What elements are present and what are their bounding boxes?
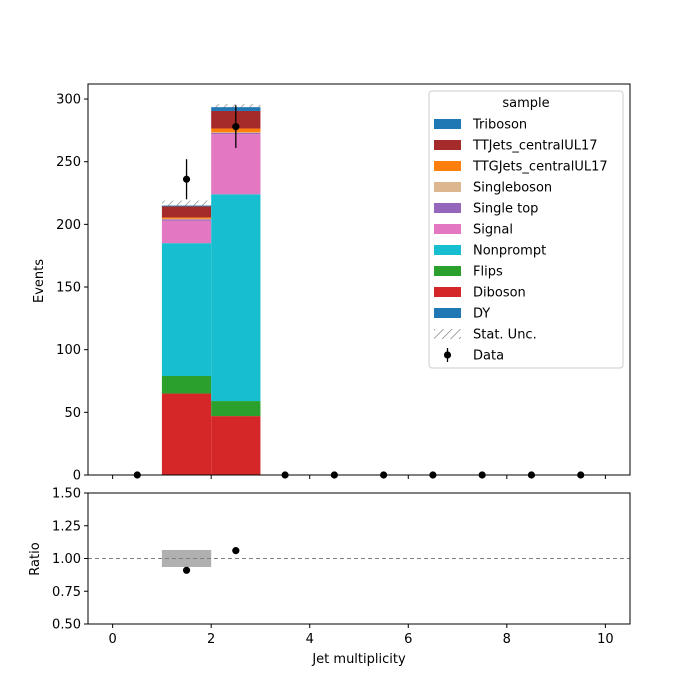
ratio-y-tick-label: 1.50: [52, 487, 81, 502]
legend-swatch-hatch: [434, 329, 461, 339]
legend-entry-ttgjets-centralul17: TTGJets_centralUL17: [434, 160, 608, 175]
bar-diboson-bin-2: [211, 416, 261, 475]
x-axis-label: Jet multiplicity: [311, 652, 406, 667]
x-tick-label: 10: [597, 632, 614, 647]
bar-ttjets-centralul17-bin-1: [161, 206, 212, 218]
legend-swatch: [434, 245, 461, 255]
legend-swatch: [434, 266, 461, 276]
ratio-y-axis-label: Ratio: [28, 542, 43, 575]
legend-swatch: [434, 161, 461, 171]
ratio-y-axis-ticks: 0.50 0.75 1.00 1.25 1.50: [52, 487, 88, 633]
legend-label: Single top: [473, 202, 538, 217]
legend-label: Stat. Unc.: [473, 328, 537, 343]
legend-marker: [443, 351, 452, 359]
bar-diboson-bin-1: [161, 393, 212, 475]
y-tick-label: 100: [56, 343, 81, 358]
bar-single-top-bin-1: [161, 219, 212, 221]
bar-flips-bin-2: [211, 401, 261, 417]
y-axis-label: Events: [32, 259, 47, 303]
legend-entry-flips: Flips: [434, 265, 503, 280]
main-plot-frame: [87, 83, 631, 476]
legend-entry-signal: Signal: [434, 223, 513, 238]
legend-entry-triboson: Triboson: [434, 118, 527, 133]
x-axis-ticks: 0 2 4 6 8 10: [108, 624, 614, 647]
ratio-points: [182, 547, 240, 574]
y-tick-label: 50: [64, 406, 81, 421]
legend-entry-dy: DY: [434, 307, 490, 322]
x-tick-label: 0: [108, 632, 116, 647]
x-tick-label: 2: [207, 632, 215, 647]
stacked-bars: [161, 107, 261, 475]
legend-label: Diboson: [473, 286, 526, 301]
bar-nonprompt-bin-2: [211, 194, 261, 402]
y-tick-label: 150: [56, 281, 81, 296]
data-point: [232, 123, 240, 131]
bar-signal-bin-1: [161, 220, 212, 244]
ratio-point: [182, 566, 191, 574]
legend-entry-data: Data: [443, 348, 504, 364]
x-tick-label: 8: [503, 632, 511, 647]
legend: sample Triboson TTJets_centralUL17 TTGJets…: [428, 90, 624, 369]
bar-flips-bin-1: [161, 375, 212, 394]
ratio-y-tick-label: 1.00: [52, 552, 81, 567]
legend-label: Nonprompt: [473, 244, 546, 259]
x-axis-ticks-main: [112, 475, 606, 479]
legend-swatch: [434, 140, 461, 150]
legend-box: [428, 90, 624, 369]
legend-label: DY: [473, 307, 490, 322]
y-axis-ticks: 0 50 100 150 200 250 300: [56, 93, 88, 484]
bar-ttgjets-centralul17-bin-1: [161, 217, 212, 219]
legend-entry-nonprompt: Nonprompt: [434, 244, 546, 259]
data-point: [182, 175, 191, 183]
legend-entry-single-top: Single top: [434, 202, 538, 217]
ratio-y-tick-label: 0.75: [52, 585, 81, 600]
legend-entry-ttjets-centralul17: TTJets_centralUL17: [434, 139, 598, 154]
legend-entry-diboson: Diboson: [434, 286, 526, 301]
legend-label: TTJets_centralUL17: [472, 139, 598, 154]
x-tick-label: 4: [306, 632, 314, 647]
legend-entry-singleboson: Singleboson: [434, 181, 552, 196]
ratio-plot-frame: [87, 492, 631, 625]
ratio-point: [232, 547, 240, 555]
ratio-panel: 0.50 0.75 1.00 1.25 1.50 0 2 4 6 8 10 Ratio Jet m…: [28, 487, 631, 667]
legend-label: Flips: [473, 265, 503, 280]
stat-unc-bin-1: [161, 200, 212, 206]
legend-label: TTGJets_centralUL17: [472, 160, 608, 175]
y-tick-label: 250: [56, 155, 81, 170]
bar-singleboson-bin-1: [161, 218, 212, 220]
y-tick-label: 300: [56, 93, 81, 108]
ratio-y-tick-label: 1.25: [52, 519, 81, 534]
y-tick-label: 0: [73, 469, 81, 484]
main-panel: 0 50 100 150 200 250 300 Events: [32, 83, 631, 484]
legend-label: Signal: [473, 223, 513, 238]
legend-label: Triboson: [472, 118, 527, 133]
bar-triboson-bin-1: [161, 205, 212, 207]
legend-swatch: [434, 224, 461, 234]
legend-swatch: [434, 203, 461, 213]
legend-swatch: [434, 119, 461, 129]
ratio-y-tick-label: 0.50: [52, 618, 81, 633]
legend-entry-stat-unc-: Stat. Unc.: [434, 328, 537, 343]
legend-swatch: [434, 308, 461, 318]
legend-label: Data: [473, 349, 504, 364]
y-tick-label: 200: [56, 218, 81, 233]
legend-label: Singleboson: [473, 181, 552, 196]
legend-swatch: [434, 287, 461, 297]
bar-nonprompt-bin-1: [161, 243, 212, 376]
x-tick-label: 6: [404, 632, 412, 647]
legend-swatch: [434, 182, 461, 192]
legend-title: sample: [502, 96, 549, 111]
